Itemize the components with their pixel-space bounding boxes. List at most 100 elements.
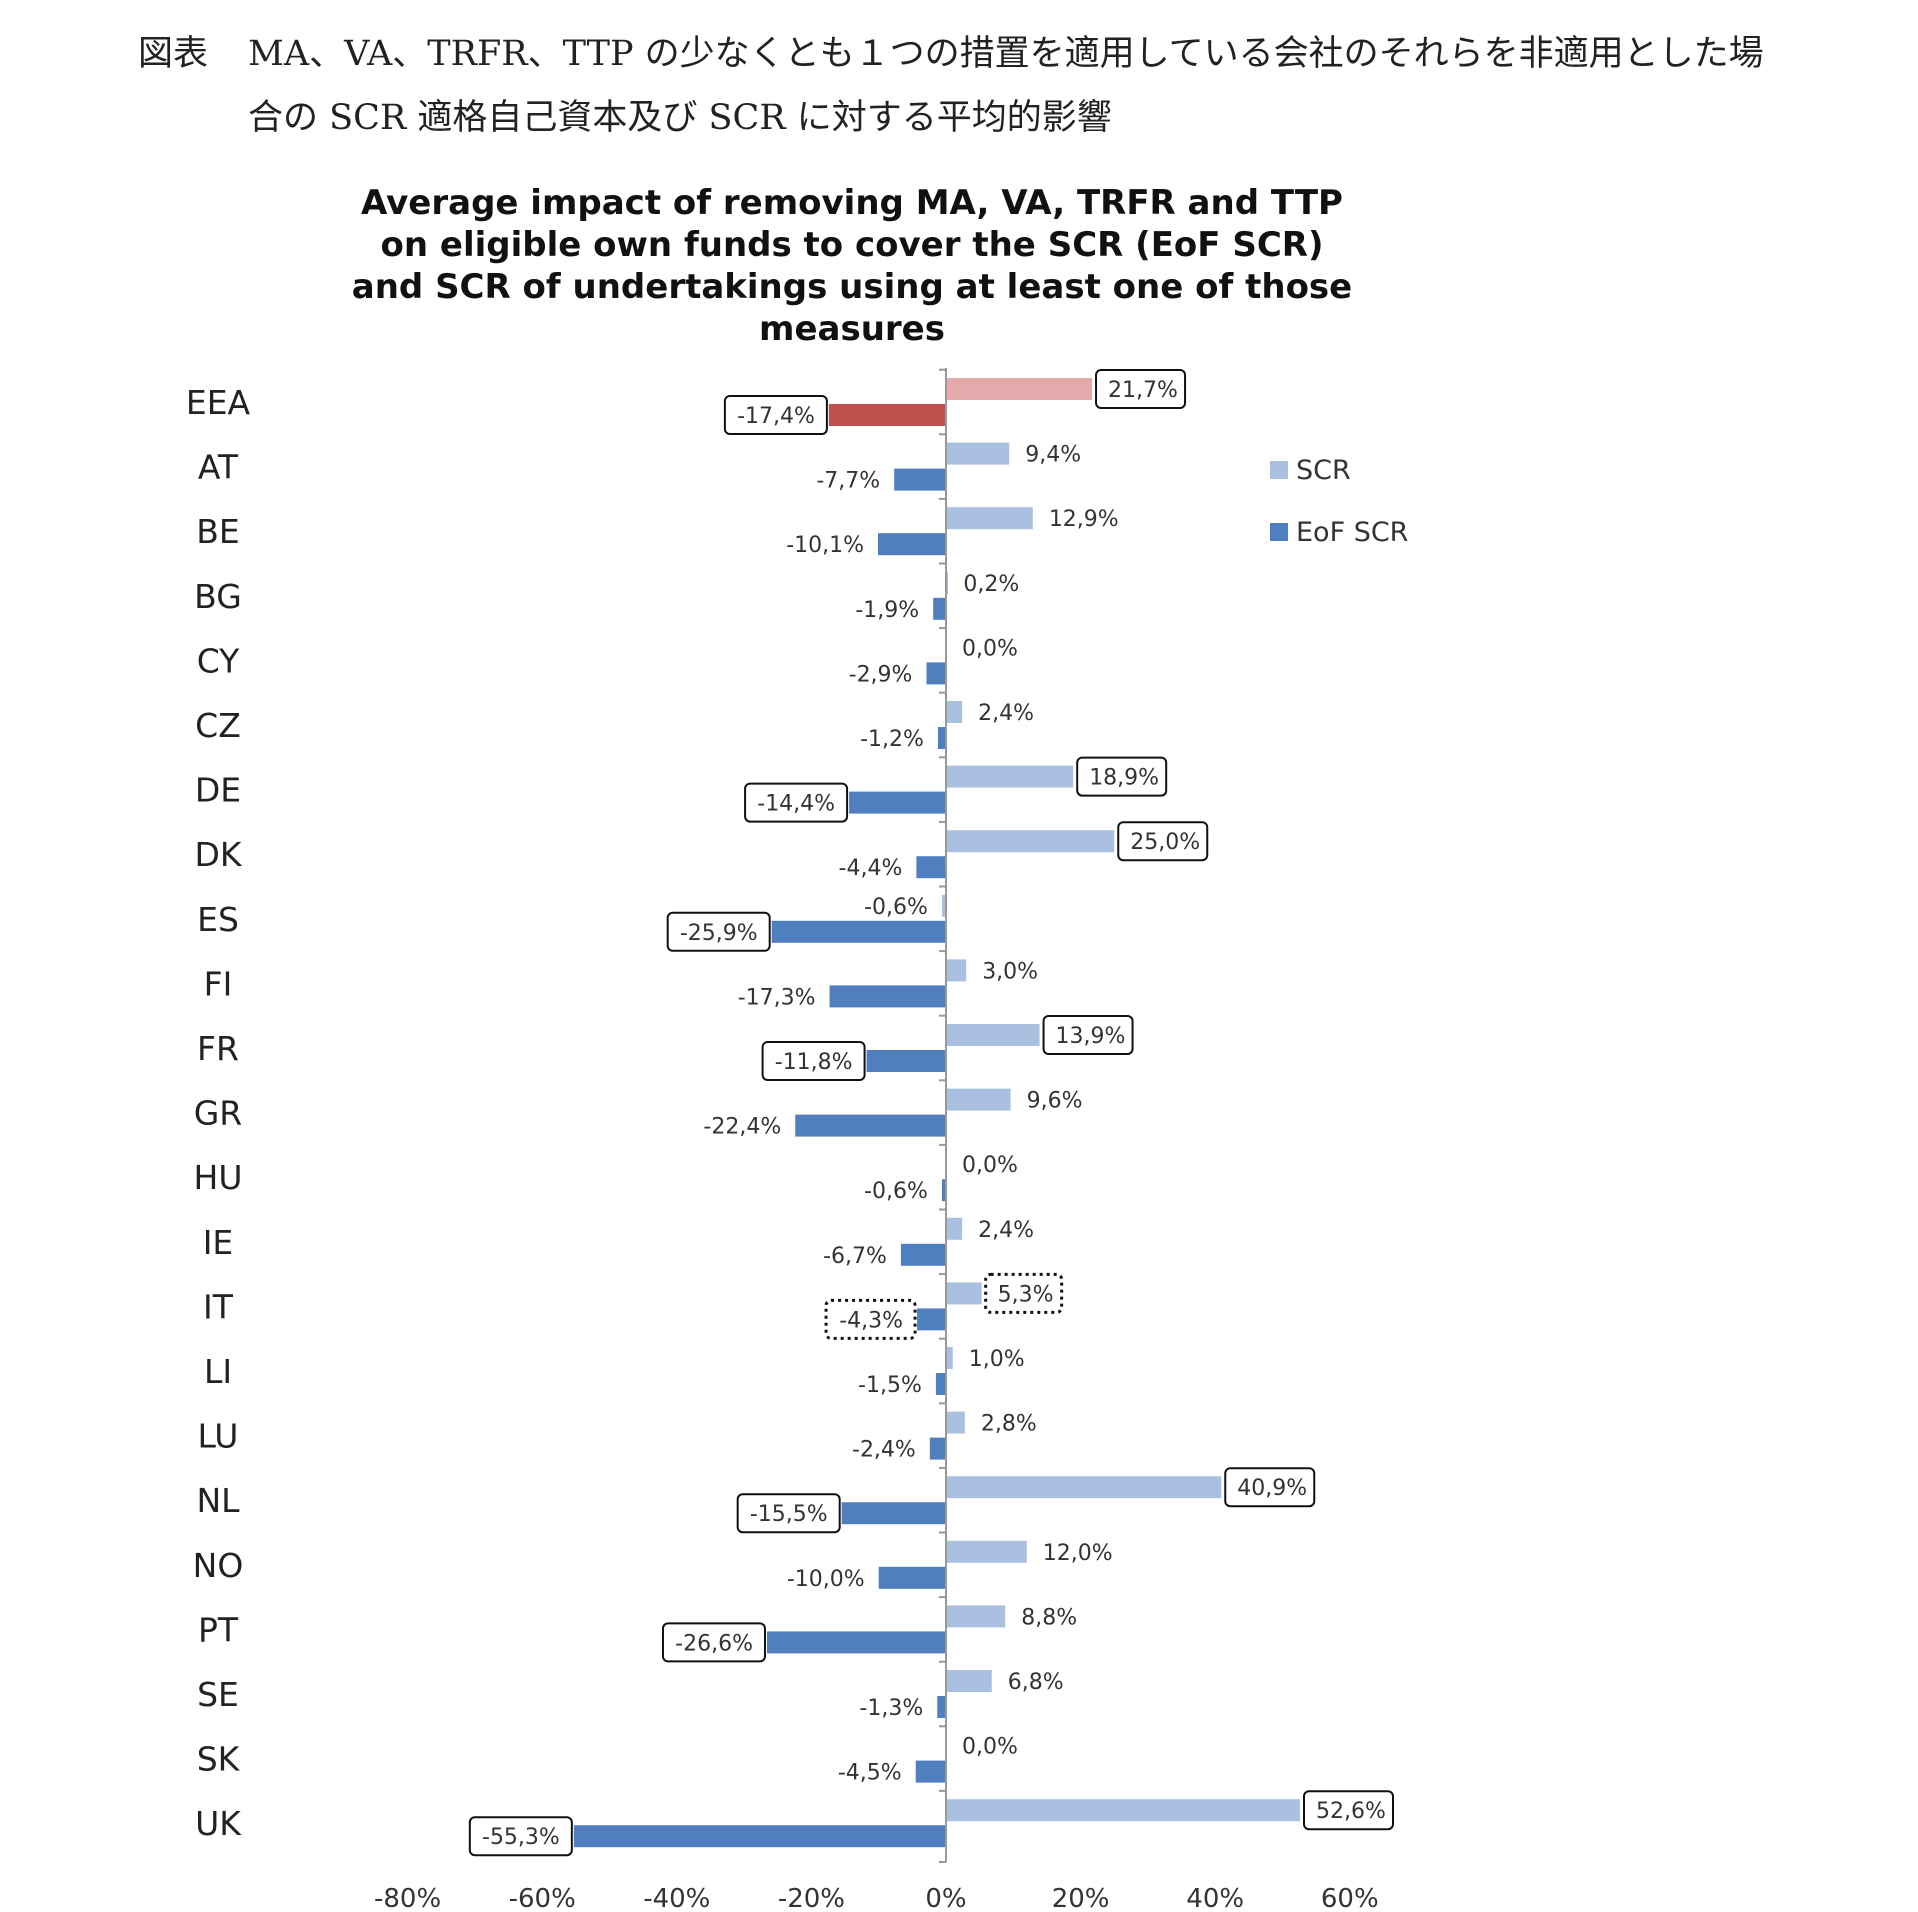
category-label-uk: UK [195,1804,242,1843]
data-label-scr-sk: 0,0% [962,1735,1018,1760]
data-label-box-scr-de [1076,756,1168,797]
data-label-eof-scr-bg: -1,9% [855,598,919,623]
category-label-bg: BG [194,577,242,616]
bar-scr-de [946,765,1074,788]
category-label-sk: SK [197,1740,241,1779]
data-label-eof-scr-pt: -26,6% [675,1631,753,1656]
data-label-scr-nl: 40,9% [1237,1476,1307,1501]
data-label-scr-de: 18,9% [1089,766,1159,791]
axes: -80% -60% -40% -20% 0% 20% 40% 60% [374,368,1379,1912]
bar-eof-scr-bg [933,597,946,620]
data-label-eof-scr-fr: -11,8% [775,1050,853,1075]
bar-eof-scr-at [894,468,946,491]
data-label-box-eof-scr-pt [661,1622,766,1663]
category-label-it: IT [203,1287,234,1326]
data-label-eof-scr-de: -14,4% [757,792,835,817]
category-label-de: DE [195,771,241,810]
bar-scr-cz [946,701,963,723]
bar-scr-fr [946,1024,1040,1046]
data-label-scr-bg: 0,2% [963,572,1019,597]
category-labels: EEA AT BE BG CY CZ DE DK ES FI FR GR HU IE IT LI LU NL NO P… [186,383,251,1843]
data-label-eof-scr-no: -10,0% [787,1567,865,1592]
data-label-eof-scr-fi: -17,3% [738,985,816,1010]
category-label-cz: CZ [195,706,241,745]
data-label-scr-at: 9,4% [1025,443,1081,468]
data-label-box-eof-scr-de [744,782,849,823]
data-label-scr-be: 12,9% [1049,507,1119,532]
bar-scr-se [946,1670,992,1692]
x-tick-label: 20% [1052,1884,1110,1912]
data-label-scr-pt: 8,8% [1021,1605,1077,1630]
data-label-scr-dk: 25,0% [1130,830,1200,855]
data-label-scr-fr: 13,9% [1056,1024,1126,1049]
data-label-box-scr-dk [1117,821,1209,862]
category-label-ie: IE [203,1223,234,1262]
data-label-eof-scr-nl: -15,5% [750,1502,828,1527]
bar-scr-nl [946,1476,1222,1499]
bar-eof-scr-es [771,920,946,943]
bar-scr-at [946,442,1010,465]
bar-eof-scr-gr [795,1114,946,1137]
data-label-box-eof-scr-fr [761,1041,866,1081]
data-label-eof-scr-li: -1,5% [858,1373,922,1398]
category-label-hu: HU [194,1158,243,1197]
legend-swatch-scr [1270,461,1288,479]
category-label-fi: FI [204,964,233,1003]
bar-scr-eea [946,378,1093,400]
x-tick-label: -80% [374,1884,441,1912]
legend-swatch-eof-scr [1270,523,1288,541]
category-label-eea: EEA [186,383,251,422]
bars [573,378,1300,1848]
category-label-be: BE [196,512,240,551]
caption-line-2: 合の SCR 適格自己資本及び SCR に対する平均的影響 [248,98,1112,138]
data-label-box-eof-scr-es [666,911,771,952]
legend-label-eof-scr: EoF SCR [1296,517,1408,548]
bar-scr-lu [946,1411,965,1434]
data-label-box-scr-fr [1042,1015,1134,1055]
data-label-scr-es: -0,6% [864,895,928,920]
data-label-eof-scr-eea: -17,4% [737,404,815,429]
bar-scr-es [941,894,946,917]
bar-eof-scr-se [937,1696,946,1718]
data-label-eof-scr-it: -4,3% [839,1308,903,1333]
category-label-li: LI [204,1352,232,1391]
category-label-fr: FR [197,1029,239,1068]
data-label-scr-gr: 9,6% [1027,1089,1083,1114]
data-label-box-eof-scr-eea [723,395,828,435]
category-label-gr: GR [194,1094,243,1133]
bar-scr-gr [946,1088,1011,1111]
data-label-box-scr-eea [1095,369,1187,409]
data-label-eof-scr-hu: -0,6% [864,1179,928,1204]
data-label-scr-ie: 2,4% [978,1218,1034,1243]
data-label-eof-scr-uk: -55,3% [482,1825,560,1850]
x-tick-label: 40% [1186,1884,1244,1912]
bar-eof-scr-hu [941,1179,946,1202]
category-label-es: ES [197,900,239,939]
bar-eof-scr-uk [573,1825,946,1848]
data-labels: 21,7% -17,4% 9,4% -7,7% 12,9% -10,1% 0,2% -1,9%… [468,369,1394,1857]
category-label-nl: NL [196,1481,240,1520]
chart-title: Average impact of removing MA, VA, TRFR … [352,183,1352,349]
bar-scr-uk [946,1799,1300,1822]
bar-scr-fi [946,959,967,982]
bar-eof-scr-ie [900,1243,946,1266]
category-label-se: SE [197,1675,239,1714]
bar-eof-scr-pt [766,1631,946,1654]
bar-scr-li [946,1347,953,1369]
bar-eof-scr-cz [937,727,946,749]
bar-scr-pt [946,1605,1006,1628]
category-label-pt: PT [198,1610,239,1649]
data-label-scr-it: 5,3% [998,1282,1054,1307]
x-tick-label: 60% [1321,1884,1379,1912]
data-label-scr-uk: 52,6% [1316,1799,1386,1824]
data-label-box-scr-uk [1302,1790,1394,1831]
category-label-at: AT [198,448,239,487]
x-tick-label: -20% [778,1884,845,1912]
data-label-eof-scr-sk: -4,5% [838,1761,902,1786]
chart-title-line: on eligible own funds to cover the SCR (… [380,225,1323,265]
data-label-box-scr-it [984,1272,1064,1314]
data-label-eof-scr-lu: -2,4% [852,1438,916,1463]
caption-label: 図表 [138,34,209,74]
data-label-box-eof-scr-nl [736,1493,841,1534]
x-tick-label: -60% [509,1884,576,1912]
